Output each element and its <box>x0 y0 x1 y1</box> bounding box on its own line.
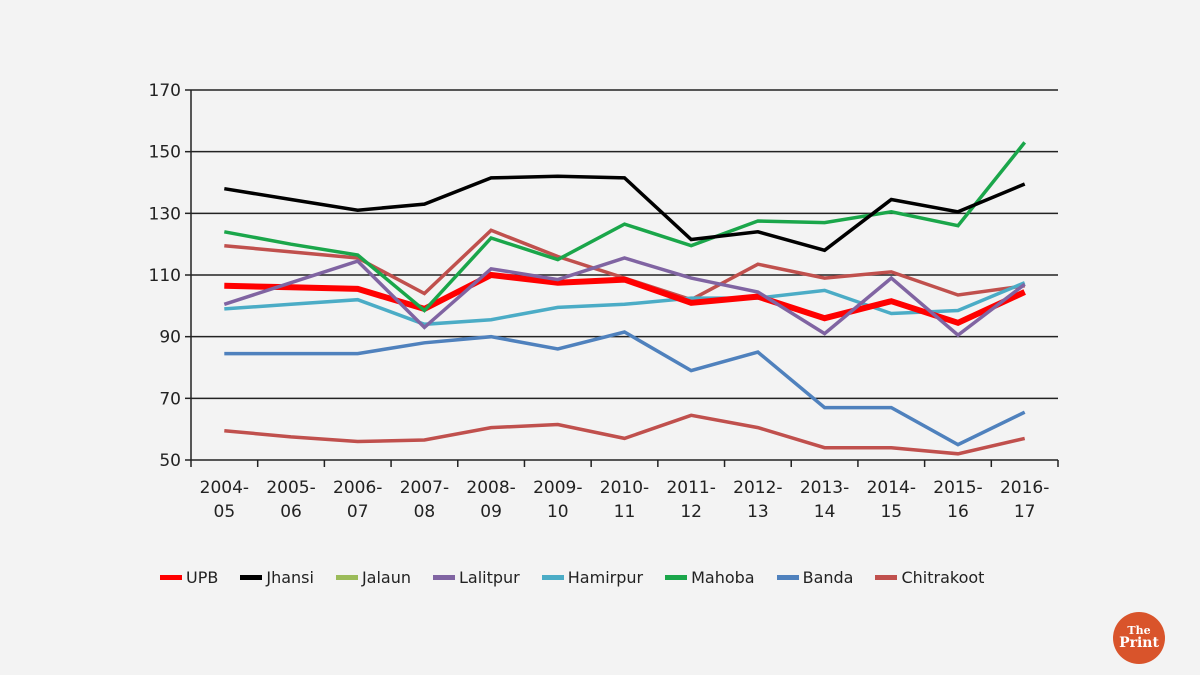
series-line-hamirpur <box>224 281 1026 327</box>
legend-item-chitrakoot: Chitrakoot <box>875 568 984 587</box>
logo-line-1: The <box>1127 624 1151 638</box>
x-tick-label: 06 <box>280 502 302 522</box>
legend-label: Jhansi <box>266 568 314 587</box>
legend-item-upb: UPB <box>160 568 218 587</box>
legend-item-mahoba: Mahoba <box>665 568 755 587</box>
series-line-banda <box>224 330 1026 447</box>
y-axis-ticks: 50 70 90 110 130 150 170 <box>149 81 191 471</box>
gridlines <box>190 89 1058 461</box>
legend-label: Chitrakoot <box>901 568 985 587</box>
series-line-mahoba <box>223 141 1027 313</box>
x-tick-label: 2009- <box>533 478 582 498</box>
x-tick-label: 2010- <box>600 478 649 498</box>
series-line-upb <box>224 271 1026 327</box>
y-tick-label: 90 <box>159 328 181 348</box>
legend-swatch <box>335 575 358 580</box>
x-tick-label: 2004- <box>200 478 249 498</box>
x-tick-label: 2006- <box>333 478 382 498</box>
x-axis-ticks: 2004- 05 2005- 06 2006- 07 2007- 08 2008- 09 2009-… <box>190 460 1059 522</box>
x-tick-label: 12 <box>680 502 702 522</box>
legend-swatch <box>776 575 799 580</box>
legend-swatch <box>665 575 688 580</box>
y-tick-label: 70 <box>159 389 181 409</box>
legend-label: Lalitpur <box>459 568 520 587</box>
x-tick-label: 2012- <box>733 478 782 498</box>
legend-label: Mahoba <box>691 568 755 587</box>
legend-swatch <box>433 575 455 580</box>
legend-item-jhansi: Jhansi <box>240 568 314 587</box>
x-tick-label: 15 <box>880 502 902 522</box>
x-tick-label: 09 <box>480 502 502 522</box>
legend-swatch <box>240 575 263 580</box>
x-tick-label: 2007- <box>400 478 449 498</box>
x-tick-label: 08 <box>414 502 436 522</box>
x-tick-label: 2005- <box>266 478 315 498</box>
theprint-logo: The Print <box>1113 612 1165 664</box>
legend-item-jalaun: Jalaun <box>335 568 411 587</box>
x-tick-label: 2011- <box>666 478 715 498</box>
x-tick-label: 2015- <box>933 478 982 498</box>
x-tick-label: 2013- <box>800 478 849 498</box>
y-tick-label: 50 <box>159 451 181 471</box>
x-tick-label: 07 <box>347 502 369 522</box>
legend-swatch <box>875 575 898 580</box>
x-tick-label: 13 <box>747 502 769 522</box>
x-tick-label: 17 <box>1014 502 1036 522</box>
y-tick-label: 150 <box>149 143 181 163</box>
x-tick-label: 2016- <box>1000 478 1049 498</box>
legend-label: UPB <box>186 568 219 587</box>
legend-item-banda: Banda <box>776 568 854 587</box>
legend-label: Banda <box>802 568 854 587</box>
series-lines <box>223 141 1027 456</box>
legend: UPB Jhansi Jalaun Lalitpur Hamirpur Mahoba Ban… <box>160 568 1060 587</box>
x-tick-label: 14 <box>814 502 836 522</box>
x-tick-label: 2014- <box>867 478 916 498</box>
x-tick-label: 05 <box>214 502 236 522</box>
x-tick-label: 16 <box>947 502 969 522</box>
logo-line-2: Print <box>1119 634 1159 651</box>
legend-label: Hamirpur <box>567 568 644 587</box>
legend-item-lalitpur: Lalitpur <box>433 568 520 587</box>
legend-item-hamirpur: Hamirpur <box>541 568 644 587</box>
legend-label: Jalaun <box>361 568 411 587</box>
series-line-jhansi <box>224 174 1026 253</box>
x-tick-label: 2008- <box>466 478 515 498</box>
y-tick-label: 130 <box>149 204 181 224</box>
series-line-chitrakoot <box>224 413 1026 456</box>
legend-swatch <box>541 575 564 580</box>
y-tick-label: 110 <box>149 266 181 286</box>
x-tick-label: 10 <box>547 502 569 522</box>
series-line-lalitpur <box>223 256 1026 338</box>
y-tick-label: 170 <box>149 81 181 101</box>
legend-swatch <box>160 575 182 580</box>
x-tick-label: 11 <box>614 502 636 522</box>
